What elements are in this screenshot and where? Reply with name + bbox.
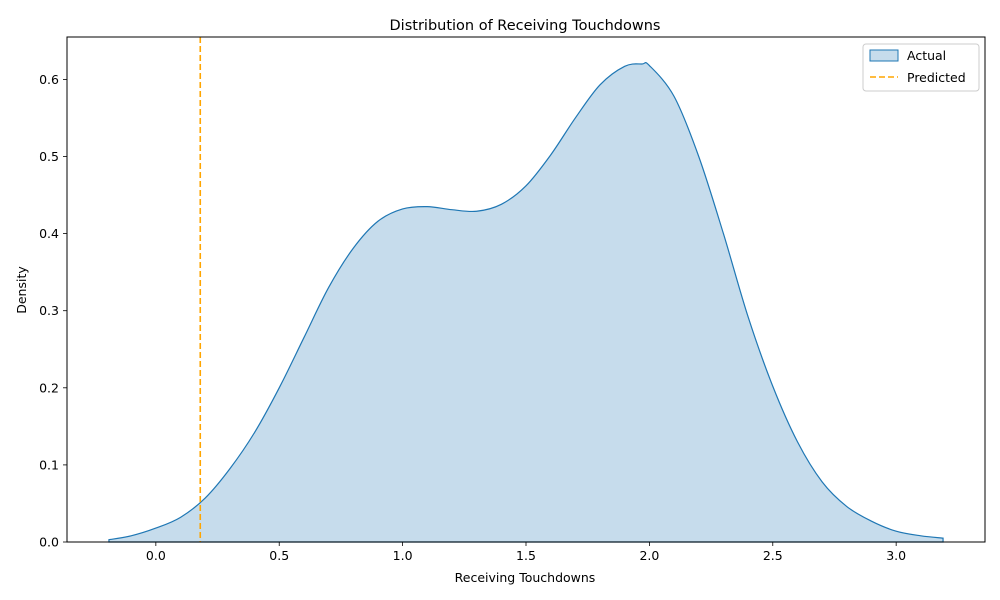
x-tick-label: 2.5 xyxy=(763,548,783,563)
legend-swatch-actual xyxy=(869,49,899,62)
y-tick-label: 0.5 xyxy=(39,149,59,164)
x-tick-label: 2.0 xyxy=(639,548,659,563)
y-axis: 0.0 0.1 0.2 0.3 0.4 0.5 0.6 xyxy=(39,72,67,550)
y-tick-label: 0.4 xyxy=(39,226,59,241)
y-tick-label: 0.3 xyxy=(39,303,59,318)
y-tick-label: 0.0 xyxy=(39,535,59,550)
x-tick-label: 0.0 xyxy=(146,548,166,563)
x-axis-label: Receiving Touchdowns xyxy=(455,570,596,585)
x-tick-label: 1.5 xyxy=(516,548,536,563)
x-tick-label: 3.0 xyxy=(886,548,906,563)
y-tick-label: 0.6 xyxy=(39,72,59,87)
plot-area xyxy=(66,36,986,543)
actual-density-area xyxy=(108,62,944,543)
x-tick-label: 0.5 xyxy=(269,548,289,563)
y-axis-label: Density xyxy=(14,266,29,314)
legend-label-predicted: Predicted xyxy=(907,70,966,85)
x-tick-label: 1.0 xyxy=(393,548,413,563)
chart-title: Distribution of Receiving Touchdowns xyxy=(390,18,661,34)
y-tick-label: 0.1 xyxy=(39,457,59,472)
actual-density-curve xyxy=(108,62,944,543)
legend-label-actual: Actual xyxy=(907,48,946,63)
x-axis: 0.0 0.5 1.0 1.5 2.0 2.5 3.0 xyxy=(146,542,906,563)
legend: Actual Predicted xyxy=(862,43,980,92)
y-tick-label: 0.2 xyxy=(39,380,59,395)
